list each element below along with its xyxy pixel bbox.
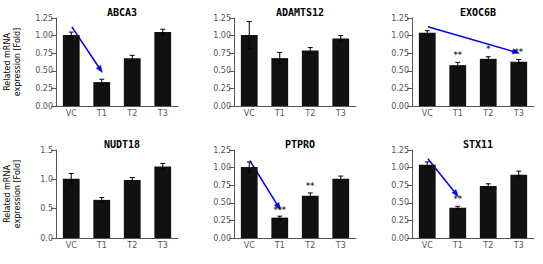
svg-text:T2: T2 — [126, 109, 137, 118]
svg-text:VC: VC — [244, 241, 255, 250]
svg-text:1.00: 1.00 — [213, 163, 231, 172]
svg-text:T3: T3 — [513, 109, 524, 118]
svg-text:**: ** — [454, 51, 463, 60]
svg-text:*: * — [486, 45, 491, 54]
svg-text:EXOC6B: EXOC6B — [460, 7, 496, 18]
svg-text:1.00: 1.00 — [391, 163, 409, 172]
svg-text:1.25: 1.25 — [213, 146, 231, 155]
svg-text:0.50: 0.50 — [391, 66, 409, 75]
svg-text:T1: T1 — [452, 109, 463, 118]
svg-text:0.25: 0.25 — [35, 84, 53, 93]
svg-text:T1: T1 — [452, 241, 463, 250]
svg-text:T3: T3 — [335, 109, 346, 118]
svg-text:0.25: 0.25 — [213, 216, 231, 225]
svg-text:1.25: 1.25 — [391, 146, 409, 155]
svg-text:VC: VC — [66, 109, 77, 118]
svg-text:1.0: 1.0 — [40, 175, 53, 184]
svg-text:0.50: 0.50 — [35, 66, 53, 75]
svg-text:0.0: 0.0 — [40, 234, 53, 243]
svg-text:T1: T1 — [96, 109, 107, 118]
svg-text:T3: T3 — [157, 109, 168, 118]
svg-text:0.75: 0.75 — [213, 181, 231, 190]
svg-text:expression [Fold]: expression [Fold] — [13, 28, 22, 96]
svg-text:T2: T2 — [126, 241, 137, 250]
svg-text:T2: T2 — [304, 241, 315, 250]
svg-text:ABCA3: ABCA3 — [107, 7, 137, 18]
svg-text:0.00: 0.00 — [213, 234, 231, 243]
svg-text:NUDT18: NUDT18 — [104, 139, 140, 150]
svg-text:1.00: 1.00 — [35, 31, 53, 40]
svg-text:0.75: 0.75 — [391, 181, 409, 190]
svg-text:**: ** — [515, 48, 524, 57]
svg-text:***: *** — [273, 206, 286, 215]
svg-text:**: ** — [454, 195, 463, 204]
svg-text:0.75: 0.75 — [213, 49, 231, 58]
svg-text:VC: VC — [66, 241, 77, 250]
svg-text:T1: T1 — [96, 241, 107, 250]
svg-text:0.5: 0.5 — [40, 204, 53, 213]
svg-text:0.75: 0.75 — [391, 49, 409, 58]
svg-text:0.50: 0.50 — [391, 198, 409, 207]
svg-text:T2: T2 — [304, 109, 315, 118]
svg-text:1.00: 1.00 — [213, 31, 231, 40]
svg-text:**: ** — [306, 182, 315, 191]
svg-text:1.25: 1.25 — [35, 14, 53, 23]
svg-text:0.75: 0.75 — [35, 49, 53, 58]
svg-text:1.25: 1.25 — [213, 14, 231, 23]
svg-text:1.25: 1.25 — [391, 14, 409, 23]
svg-text:T3: T3 — [335, 241, 346, 250]
svg-text:VC: VC — [244, 109, 255, 118]
svg-text:0.00: 0.00 — [213, 102, 231, 111]
svg-text:0.50: 0.50 — [213, 66, 231, 75]
svg-text:0.25: 0.25 — [391, 84, 409, 93]
svg-text:T1: T1 — [274, 109, 285, 118]
svg-text:Related mRNA: Related mRNA — [3, 165, 12, 223]
svg-text:VC: VC — [422, 109, 433, 118]
svg-text:0.00: 0.00 — [391, 102, 409, 111]
svg-text:STX11: STX11 — [463, 139, 493, 150]
svg-text:VC: VC — [422, 241, 433, 250]
svg-text:PTPRO: PTPRO — [285, 139, 315, 150]
svg-text:0.25: 0.25 — [213, 84, 231, 93]
svg-text:Related mRNA: Related mRNA — [3, 33, 12, 91]
svg-text:ADAMTS12: ADAMTS12 — [276, 7, 324, 18]
svg-text:1.5: 1.5 — [40, 146, 53, 155]
svg-text:expression [Fold]: expression [Fold] — [13, 160, 22, 228]
svg-text:0.00: 0.00 — [391, 234, 409, 243]
svg-text:T3: T3 — [513, 241, 524, 250]
svg-text:T2: T2 — [482, 241, 493, 250]
svg-text:T2: T2 — [482, 109, 493, 118]
svg-text:0.00: 0.00 — [35, 102, 53, 111]
svg-text:0.25: 0.25 — [391, 216, 409, 225]
svg-text:T3: T3 — [157, 241, 168, 250]
svg-text:1.00: 1.00 — [391, 31, 409, 40]
svg-text:T1: T1 — [274, 241, 285, 250]
svg-text:0.50: 0.50 — [213, 198, 231, 207]
